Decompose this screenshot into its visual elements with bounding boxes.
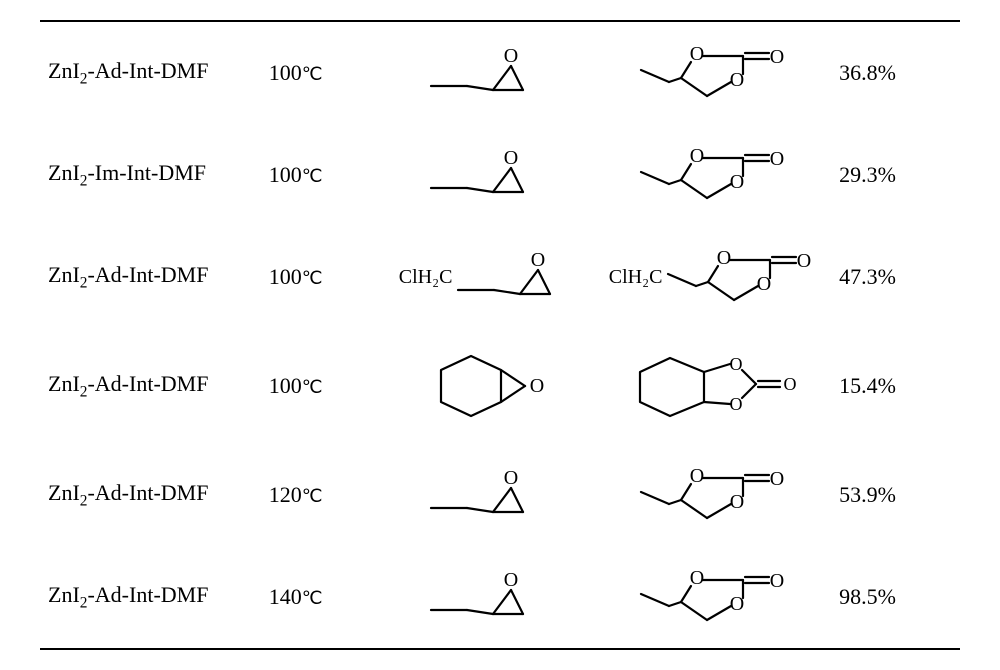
propylene-oxide-icon: O (427, 572, 537, 622)
table-row: ZnI2-Ad-Int-DMF100℃OOOO36.8% (40, 21, 960, 124)
propylene-carbonate-icon: O O O (637, 460, 787, 530)
temperature-cell: 120℃ (261, 444, 371, 546)
substrate-cell: ClH₂C O (371, 226, 592, 328)
yield-cell: 36.8% (831, 21, 960, 124)
temperature-cell: 100℃ (261, 124, 371, 226)
catalyst-suffix: -Ad-Int-DMF (87, 480, 208, 505)
temperature-unit: ℃ (302, 166, 323, 187)
yield-cell: 98.5% (831, 546, 960, 649)
table-row: ZnI2-Im-Int-DMF100℃OOOO29.3% (40, 124, 960, 226)
substrate-cell: O (371, 328, 592, 444)
svg-text:O: O (503, 48, 517, 67)
svg-text:O: O (769, 468, 783, 490)
propylene-oxide-icon: O (454, 252, 564, 302)
catalyst-cell: ZnI2-Ad-Int-DMF (40, 328, 261, 444)
svg-text:O: O (717, 247, 731, 269)
propylene-oxide-icon: O (427, 48, 537, 98)
yield-cell: 47.3% (831, 226, 960, 328)
svg-text:O: O (783, 374, 796, 394)
catalyst-prefix: ZnI (48, 582, 80, 607)
svg-text:O: O (689, 465, 703, 487)
temperature-value: 140 (269, 584, 302, 609)
temperature-cell: 140℃ (261, 546, 371, 649)
svg-text:O: O (689, 43, 703, 65)
catalyst-prefix: ZnI (48, 262, 80, 287)
catalyst-prefix: ZnI (48, 160, 80, 185)
svg-text:O: O (769, 148, 783, 170)
yield-cell: 29.3% (831, 124, 960, 226)
catalyst-suffix: -Ad-Int-DMF (87, 58, 208, 83)
temperature-value: 100 (269, 264, 302, 289)
catalyst-cell: ZnI2-Ad-Int-DMF (40, 226, 261, 328)
svg-text:O: O (729, 354, 742, 374)
product-cell: ClH₂C O O O (592, 226, 831, 328)
propylene-oxide-icon: O (427, 150, 537, 200)
substrate-cell: O (371, 444, 592, 546)
product-cell: O O O (592, 444, 831, 546)
catalyst-prefix: ZnI (48, 480, 80, 505)
table-row: ZnI2-Ad-Int-DMF100℃OOOO15.4% (40, 328, 960, 444)
propylene-carbonate-icon: O O O (664, 242, 814, 312)
svg-text:O: O (503, 150, 517, 169)
svg-text:O: O (769, 570, 783, 592)
svg-text:O: O (729, 491, 743, 513)
yield-cell: 15.4% (831, 328, 960, 444)
substituent-label: ClH₂C (399, 266, 453, 289)
catalyst-prefix: ZnI (48, 58, 80, 83)
svg-text:O: O (757, 273, 771, 295)
catalyst-suffix: -Im-Int-DMF (87, 160, 206, 185)
svg-text:O: O (729, 593, 743, 615)
product-cell: O O O (592, 21, 831, 124)
svg-text:O: O (769, 46, 783, 68)
cyclohexene-oxide-icon: O (417, 346, 547, 426)
product-cell: O O O (592, 546, 831, 649)
table-row: ZnI2-Ad-Int-DMF100℃ClH₂COClH₂COOO47.3% (40, 226, 960, 328)
temperature-value: 120 (269, 482, 302, 507)
svg-text:O: O (529, 375, 543, 397)
catalyst-cell: ZnI2-Ad-Int-DMF (40, 444, 261, 546)
svg-text:O: O (689, 145, 703, 167)
svg-text:O: O (729, 394, 742, 414)
svg-text:O: O (689, 567, 703, 589)
substrate-cell: O (371, 124, 592, 226)
temperature-cell: 100℃ (261, 226, 371, 328)
table-row: ZnI2-Ad-Int-DMF120℃OOOO53.9% (40, 444, 960, 546)
product-cell: OOO (592, 328, 831, 444)
catalyst-suffix: -Ad-Int-DMF (87, 582, 208, 607)
svg-text:O: O (503, 572, 517, 591)
temperature-unit: ℃ (302, 486, 323, 507)
temperature-unit: ℃ (302, 377, 323, 398)
temperature-unit: ℃ (302, 588, 323, 609)
catalyst-cell: ZnI2-Im-Int-DMF (40, 124, 261, 226)
results-table: ZnI2-Ad-Int-DMF100℃OOOO36.8%ZnI2-Im-Int-… (40, 20, 960, 650)
temperature-value: 100 (269, 60, 302, 85)
svg-text:O: O (729, 69, 743, 91)
temperature-unit: ℃ (302, 64, 323, 85)
temperature-value: 100 (269, 373, 302, 398)
cyclohexene-carbonate-icon: OOO (622, 344, 802, 428)
propylene-oxide-icon: O (427, 470, 537, 520)
temperature-unit: ℃ (302, 268, 323, 289)
catalyst-suffix: -Ad-Int-DMF (87, 262, 208, 287)
svg-text:O: O (729, 171, 743, 193)
svg-text:O: O (503, 470, 517, 489)
substrate-cell: O (371, 21, 592, 124)
substituent-label: ClH₂C (609, 266, 663, 289)
svg-text:O: O (797, 250, 811, 272)
temperature-cell: 100℃ (261, 328, 371, 444)
catalyst-subscript: 2 (80, 594, 88, 611)
yield-cell: 53.9% (831, 444, 960, 546)
table-row: ZnI2-Ad-Int-DMF140℃OOOO98.5% (40, 546, 960, 649)
substrate-cell: O (371, 546, 592, 649)
svg-text:O: O (531, 252, 545, 271)
catalyst-suffix: -Ad-Int-DMF (87, 371, 208, 396)
product-cell: O O O (592, 124, 831, 226)
temperature-cell: 100℃ (261, 21, 371, 124)
propylene-carbonate-icon: O O O (637, 38, 787, 108)
catalyst-cell: ZnI2-Ad-Int-DMF (40, 546, 261, 649)
catalyst-cell: ZnI2-Ad-Int-DMF (40, 21, 261, 124)
propylene-carbonate-icon: O O O (637, 140, 787, 210)
catalyst-prefix: ZnI (48, 371, 80, 396)
temperature-value: 100 (269, 162, 302, 187)
